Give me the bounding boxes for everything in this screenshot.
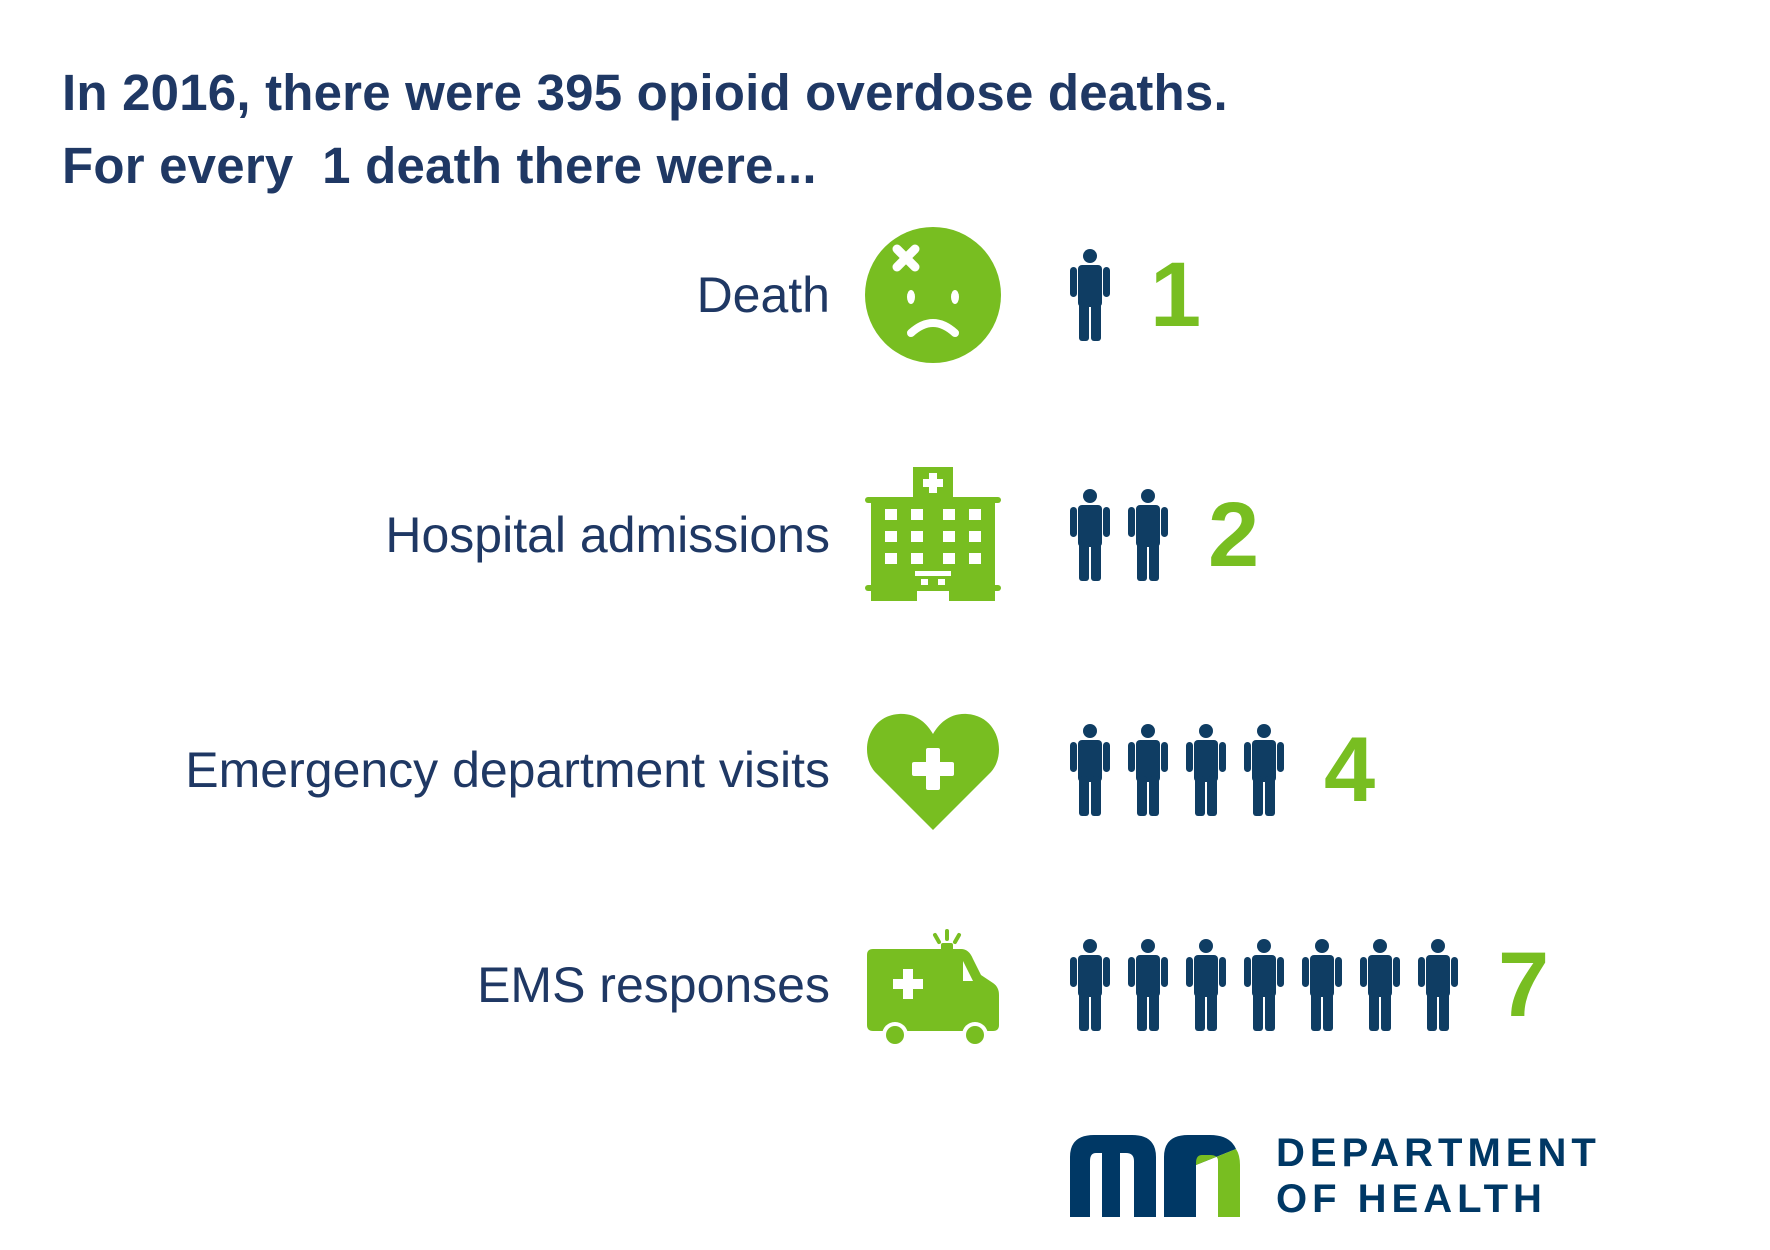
ambulance-icon [865,917,1001,1053]
row-ems-responses: EMS responses 7 [0,915,1770,1055]
person-icon [1070,939,1110,1031]
category-label: Death [696,267,830,323]
person-icon [1070,249,1110,341]
person-icon [1244,724,1284,816]
pictograph-bar: 7 [1070,939,1549,1031]
person-icon [1418,939,1458,1031]
row-hospital-admissions: Hospital admissions [0,465,1770,605]
logo-text: DEPARTMENT OF HEALTH [1276,1130,1601,1222]
category-label: EMS responses [477,957,830,1013]
count-value: 7 [1498,934,1550,1036]
pictograph-bar: 1 [1070,249,1201,341]
person-icon [1070,724,1110,816]
person-icon [1244,939,1284,1031]
category-label: Emergency department visits [185,742,830,798]
pictograph-bar: 4 [1070,724,1375,816]
heart-plus-icon [865,702,1001,838]
person-icon [1186,939,1226,1031]
count-value: 2 [1208,484,1260,586]
sad-face-icon [865,227,1001,363]
row-emergency-department-visits: Emergency department visits 4 [0,700,1770,840]
person-icon [1128,939,1168,1031]
count-value: 4 [1324,719,1376,821]
mn-logo-mark-icon [1070,1135,1240,1217]
count-value: 1 [1150,244,1202,346]
hospital-icon [865,467,1001,603]
person-icon [1070,489,1110,581]
person-icon [1128,489,1168,581]
page-title: In 2016, there were 395 opioid overdose … [62,56,1228,202]
mdh-logo: DEPARTMENT OF HEALTH [1070,1130,1601,1222]
title-line-2: For every 1 death there were... [62,137,817,194]
pictograph-bar: 2 [1070,489,1259,581]
person-icon [1186,724,1226,816]
row-death: Death 1 [0,225,1770,365]
category-label: Hospital admissions [385,507,830,563]
person-icon [1360,939,1400,1031]
title-line-1: In 2016, there were 395 opioid overdose … [62,64,1228,121]
person-icon [1302,939,1342,1031]
logo-line-1: DEPARTMENT [1276,1131,1601,1175]
logo-line-2: OF HEALTH [1276,1177,1547,1221]
person-icon [1128,724,1168,816]
